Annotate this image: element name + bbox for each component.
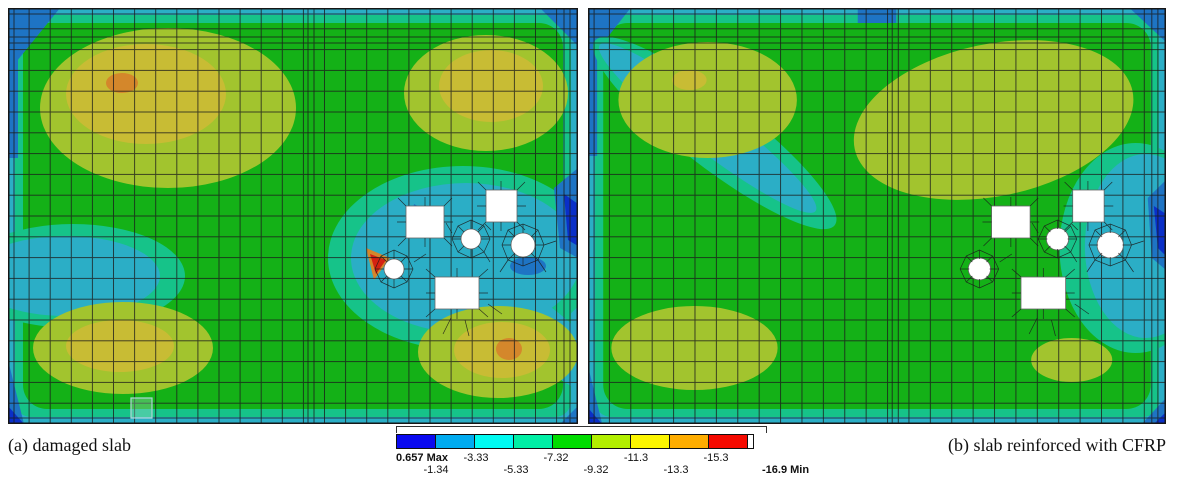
legend-color-bar: [396, 434, 754, 449]
legend-color-block-3: [513, 434, 553, 449]
plot-border-b: [588, 8, 1166, 424]
legend-bracket: [396, 426, 767, 433]
cutouts-b: [967, 189, 1124, 310]
refined-mesh-b: [959, 181, 1144, 337]
caption-damaged-slab: (a) damaged slab: [8, 435, 131, 455]
highlighted-mesh-cell: [130, 397, 153, 419]
legend-tick-4: -7.32: [543, 452, 569, 464]
contour-plot-b-svg: [588, 8, 1166, 424]
legend-color-block-5: [591, 434, 631, 449]
caption-reinforced-slab: (b) slab reinforced with CFRP: [948, 435, 1166, 455]
legend-tick-5: -9.32: [583, 464, 609, 476]
legend-tick-3: -5.33: [503, 464, 529, 476]
contour-plot-reinforced-slab: [588, 8, 1166, 424]
cutout-square: [434, 276, 480, 310]
refined-mesh-a: [374, 181, 557, 337]
legend-color-block-1: [435, 434, 475, 449]
legend-tick-9: -16.9 Min: [762, 464, 810, 476]
legend-endcap: [747, 434, 754, 449]
cutout-square: [405, 205, 445, 239]
legend-color-block-2: [474, 434, 514, 449]
legend-labels: 0.657 Max -1.34 -3.33 -5.33 -7.32 -9.32 -11.3 -…: [396, 451, 809, 481]
legend-tick-0: 0.657 Max: [396, 452, 448, 464]
mesh-grid-b: [588, 8, 1166, 424]
legend-color-block-4: [552, 434, 592, 449]
legend-tick-1: -1.34: [423, 464, 449, 476]
cutout-square: [991, 205, 1031, 239]
legend-tick-8: -15.3: [703, 452, 729, 464]
cutout-square: [485, 189, 518, 223]
legend-tick-2: -3.33: [463, 452, 489, 464]
contour-plot-damaged-slab: [8, 8, 578, 424]
legend-tick-6: -11.3: [623, 452, 649, 464]
cutout-square: [1072, 189, 1105, 223]
cutout-square: [1020, 276, 1067, 310]
legend-color-block-7: [669, 434, 709, 449]
legend-tick-7: -13.3: [663, 464, 689, 476]
legend-color-block-6: [630, 434, 670, 449]
legend-color-block-0: [396, 434, 436, 449]
contour-plot-a-svg: [8, 8, 578, 424]
mesh-grid-a: [8, 8, 578, 424]
plot-border-a: [8, 8, 578, 424]
colorbar-legend: 0.657 Max -1.34 -3.33 -5.33 -7.32 -9.32 -11.3 -…: [394, 426, 809, 484]
legend-color-block-8: [708, 434, 748, 449]
